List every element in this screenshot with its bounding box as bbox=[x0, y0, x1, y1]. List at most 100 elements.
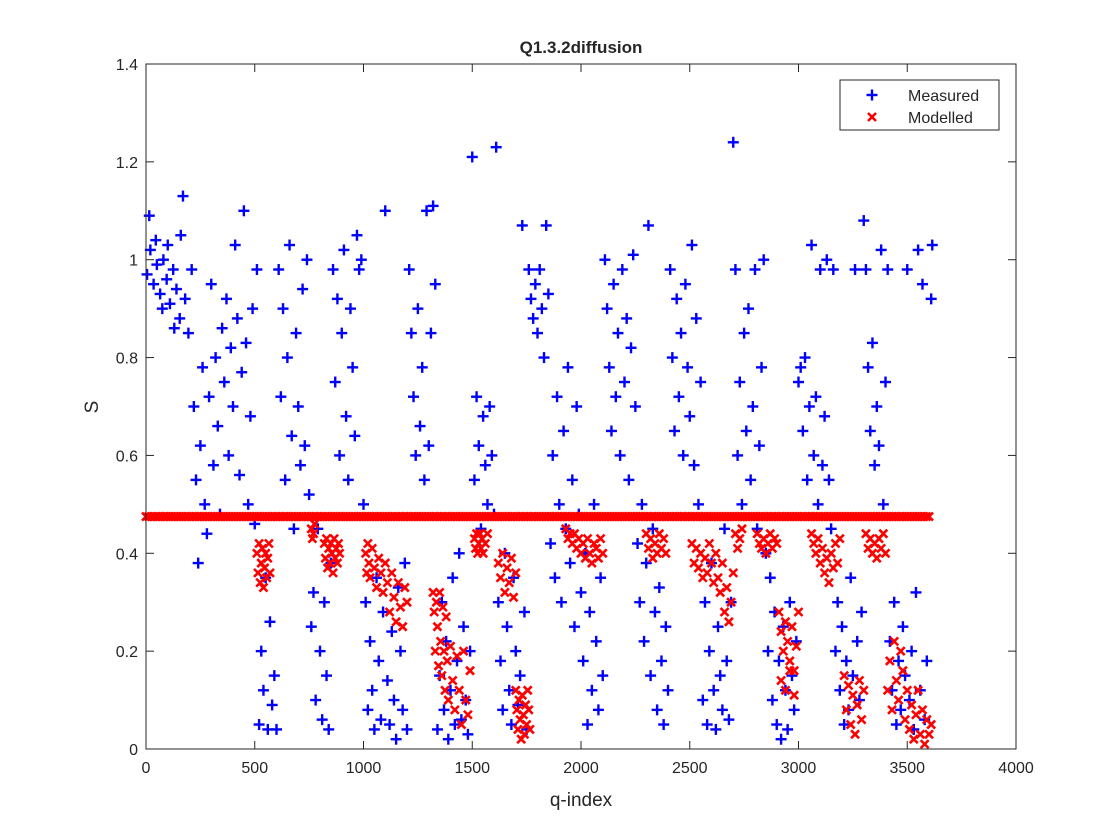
data-point-modelled bbox=[502, 563, 512, 573]
data-point-measured bbox=[740, 425, 752, 437]
data-point-measured bbox=[571, 401, 583, 412]
data-point-measured bbox=[645, 670, 657, 682]
data-point-measured bbox=[486, 449, 498, 461]
data-point-measured bbox=[921, 655, 933, 667]
data-point-measured bbox=[379, 205, 391, 217]
data-point-measured bbox=[167, 264, 179, 275]
data-point-measured bbox=[518, 606, 530, 618]
data-point-measured bbox=[793, 376, 804, 388]
data-point-modelled bbox=[717, 558, 728, 568]
data-point-measured bbox=[403, 264, 415, 275]
data-point-measured bbox=[586, 684, 598, 696]
data-point-measured bbox=[608, 278, 620, 290]
data-point-measured bbox=[708, 684, 720, 696]
data-point-measured bbox=[438, 704, 450, 716]
data-point-measured bbox=[148, 278, 160, 290]
data-point-measured bbox=[177, 190, 189, 202]
data-point-measured bbox=[577, 655, 589, 667]
data-point-measured bbox=[492, 596, 504, 608]
data-point-measured bbox=[362, 704, 374, 716]
data-point-modelled bbox=[497, 548, 508, 559]
x-tick-label: 2500 bbox=[672, 760, 708, 777]
data-point-measured bbox=[471, 391, 483, 403]
data-point-measured bbox=[647, 523, 659, 535]
data-point-measured bbox=[655, 655, 667, 667]
data-point-measured bbox=[371, 572, 383, 584]
data-point-measured bbox=[529, 278, 541, 290]
data-point-measured bbox=[408, 391, 420, 403]
data-point-measured bbox=[612, 327, 624, 339]
data-point-measured bbox=[212, 420, 224, 432]
data-point-measured bbox=[364, 635, 376, 647]
data-point-modelled bbox=[924, 729, 934, 740]
data-point-measured bbox=[712, 621, 724, 633]
data-point-modelled bbox=[332, 558, 343, 568]
data-point-measured bbox=[603, 361, 615, 373]
data-point-measured bbox=[642, 219, 654, 231]
data-point-modelled bbox=[793, 607, 804, 617]
data-point-measured bbox=[466, 151, 478, 163]
data-point-measured bbox=[271, 723, 282, 735]
data-point-measured bbox=[703, 645, 715, 657]
data-point-measured bbox=[514, 670, 526, 682]
data-point-modelled bbox=[436, 670, 447, 681]
series-layer bbox=[141, 136, 938, 750]
data-point-measured bbox=[916, 278, 928, 290]
data-point-measured bbox=[390, 733, 402, 745]
data-point-measured bbox=[575, 586, 587, 598]
data-point-measured bbox=[201, 528, 213, 540]
data-point-measured bbox=[238, 205, 250, 217]
y-tick-label: 0.2 bbox=[116, 644, 138, 661]
data-point-measured bbox=[242, 498, 254, 510]
data-point-measured bbox=[141, 268, 153, 280]
data-point-modelled bbox=[429, 607, 440, 617]
data-point-measured bbox=[634, 596, 646, 608]
data-point-measured bbox=[729, 264, 741, 275]
data-point-modelled bbox=[713, 572, 723, 583]
data-point-modelled bbox=[595, 533, 606, 544]
data-point-modelled bbox=[523, 704, 534, 715]
data-point-measured bbox=[864, 425, 876, 437]
data-point-measured bbox=[629, 401, 641, 412]
data-point-modelled bbox=[921, 511, 932, 522]
data-point-measured bbox=[429, 278, 441, 290]
data-point-measured bbox=[545, 538, 557, 549]
x-tick-label: 0 bbox=[142, 760, 151, 777]
data-point-measured bbox=[803, 401, 815, 412]
data-point-measured bbox=[525, 293, 537, 305]
data-point-measured bbox=[832, 596, 844, 608]
data-point-measured bbox=[856, 606, 868, 618]
data-point-measured bbox=[294, 459, 306, 471]
x-axis: 0 500 1000 1500 2000 2500 3000 3500 4000 bbox=[142, 64, 1034, 777]
data-point-modelled bbox=[441, 611, 452, 622]
data-point-measured bbox=[897, 621, 909, 633]
data-point-modelled bbox=[384, 607, 395, 617]
data-point-measured bbox=[199, 498, 211, 510]
data-point-measured bbox=[284, 239, 296, 251]
data-point-measured bbox=[873, 440, 885, 452]
data-point-measured bbox=[621, 312, 633, 324]
data-point-modelled bbox=[434, 587, 445, 598]
data-point-measured bbox=[203, 391, 215, 403]
data-point-measured bbox=[427, 200, 439, 212]
data-point-measured bbox=[926, 239, 938, 251]
data-point-measured bbox=[858, 215, 870, 227]
data-point-measured bbox=[388, 694, 400, 706]
data-point-measured bbox=[775, 733, 787, 745]
data-point-modelled bbox=[902, 685, 913, 696]
data-point-measured bbox=[825, 523, 837, 535]
data-point-modelled bbox=[780, 685, 791, 696]
data-point-measured bbox=[649, 606, 661, 618]
data-point-measured bbox=[540, 219, 552, 231]
data-point-measured bbox=[710, 723, 722, 735]
x-tick-label: 4000 bbox=[998, 760, 1034, 777]
data-point-modelled bbox=[782, 636, 793, 647]
data-point-modelled bbox=[915, 729, 926, 740]
data-point-measured bbox=[605, 425, 617, 437]
data-point-modelled bbox=[813, 533, 823, 544]
data-point-modelled bbox=[824, 577, 834, 588]
data-point-measured bbox=[410, 449, 422, 461]
data-point-measured bbox=[384, 719, 396, 731]
data-point-modelled bbox=[334, 548, 345, 559]
